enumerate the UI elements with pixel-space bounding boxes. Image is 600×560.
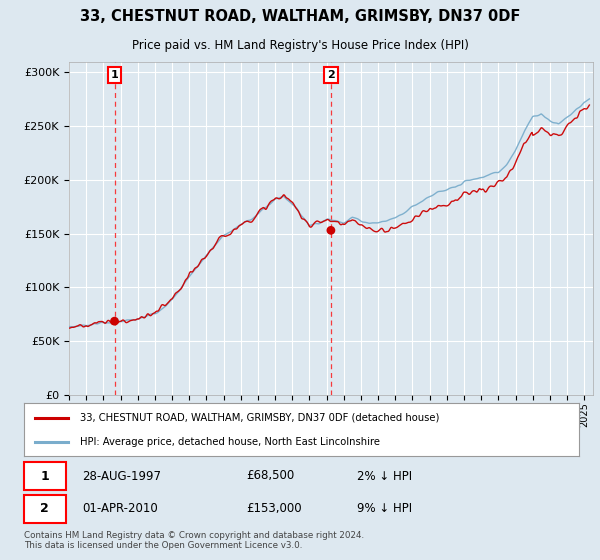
Text: 33, CHESTNUT ROAD, WALTHAM, GRIMSBY, DN37 0DF: 33, CHESTNUT ROAD, WALTHAM, GRIMSBY, DN3… xyxy=(80,9,520,24)
Text: 2: 2 xyxy=(327,70,335,80)
Point xyxy=(110,317,119,326)
Text: 9% ↓ HPI: 9% ↓ HPI xyxy=(357,502,412,515)
Text: 01-APR-2010: 01-APR-2010 xyxy=(82,502,158,515)
Text: 2: 2 xyxy=(40,502,49,515)
FancyBboxPatch shape xyxy=(24,462,65,490)
Text: 2% ↓ HPI: 2% ↓ HPI xyxy=(357,469,412,483)
Text: 28-AUG-1997: 28-AUG-1997 xyxy=(82,469,161,483)
Text: 33, CHESTNUT ROAD, WALTHAM, GRIMSBY, DN37 0DF (detached house): 33, CHESTNUT ROAD, WALTHAM, GRIMSBY, DN3… xyxy=(79,413,439,423)
Text: 1: 1 xyxy=(40,469,49,483)
Text: HPI: Average price, detached house, North East Lincolnshire: HPI: Average price, detached house, Nort… xyxy=(79,437,380,447)
Text: £68,500: £68,500 xyxy=(246,469,294,483)
Text: £153,000: £153,000 xyxy=(246,502,302,515)
FancyBboxPatch shape xyxy=(24,495,65,523)
Text: Price paid vs. HM Land Registry's House Price Index (HPI): Price paid vs. HM Land Registry's House … xyxy=(131,39,469,53)
Point xyxy=(326,226,336,235)
Text: Contains HM Land Registry data © Crown copyright and database right 2024.
This d: Contains HM Land Registry data © Crown c… xyxy=(24,531,364,550)
Text: 1: 1 xyxy=(110,70,118,80)
